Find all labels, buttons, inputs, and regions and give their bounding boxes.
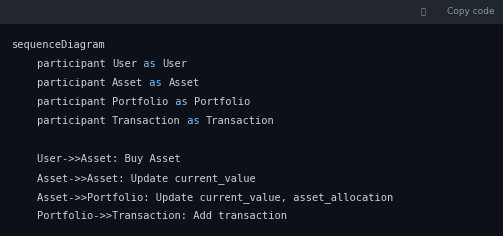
Text: ⬜: ⬜ bbox=[421, 8, 426, 17]
Text: participant: participant bbox=[12, 97, 112, 107]
Text: Asset->>Asset: Update current_value: Asset->>Asset: Update current_value bbox=[12, 173, 256, 184]
Text: as: as bbox=[137, 59, 162, 69]
Text: participant: participant bbox=[12, 78, 112, 88]
Text: Asset->>Portfolio: Update current_value, asset_allocation: Asset->>Portfolio: Update current_value,… bbox=[12, 192, 393, 203]
Text: as: as bbox=[181, 116, 206, 126]
Text: Portfolio: Portfolio bbox=[194, 97, 250, 107]
Text: as: as bbox=[169, 97, 194, 107]
Text: User: User bbox=[162, 59, 187, 69]
Bar bbox=[0, 24, 503, 236]
Text: Asset: Asset bbox=[169, 78, 200, 88]
Text: Portfolio: Portfolio bbox=[112, 97, 169, 107]
Text: Transaction: Transaction bbox=[112, 116, 181, 126]
Text: Transaction: Transaction bbox=[206, 116, 275, 126]
Text: Copy code: Copy code bbox=[447, 8, 495, 17]
Text: Asset: Asset bbox=[112, 78, 143, 88]
Text: participant: participant bbox=[12, 59, 112, 69]
Text: Portfolio->>Transaction: Add transaction: Portfolio->>Transaction: Add transaction bbox=[12, 211, 287, 221]
Text: participant: participant bbox=[12, 116, 112, 126]
Text: sequenceDiagram: sequenceDiagram bbox=[12, 40, 106, 50]
Text: as: as bbox=[143, 78, 169, 88]
Bar bbox=[0, 0, 503, 24]
Text: User: User bbox=[112, 59, 137, 69]
Text: User->>Asset: Buy Asset: User->>Asset: Buy Asset bbox=[12, 154, 181, 164]
